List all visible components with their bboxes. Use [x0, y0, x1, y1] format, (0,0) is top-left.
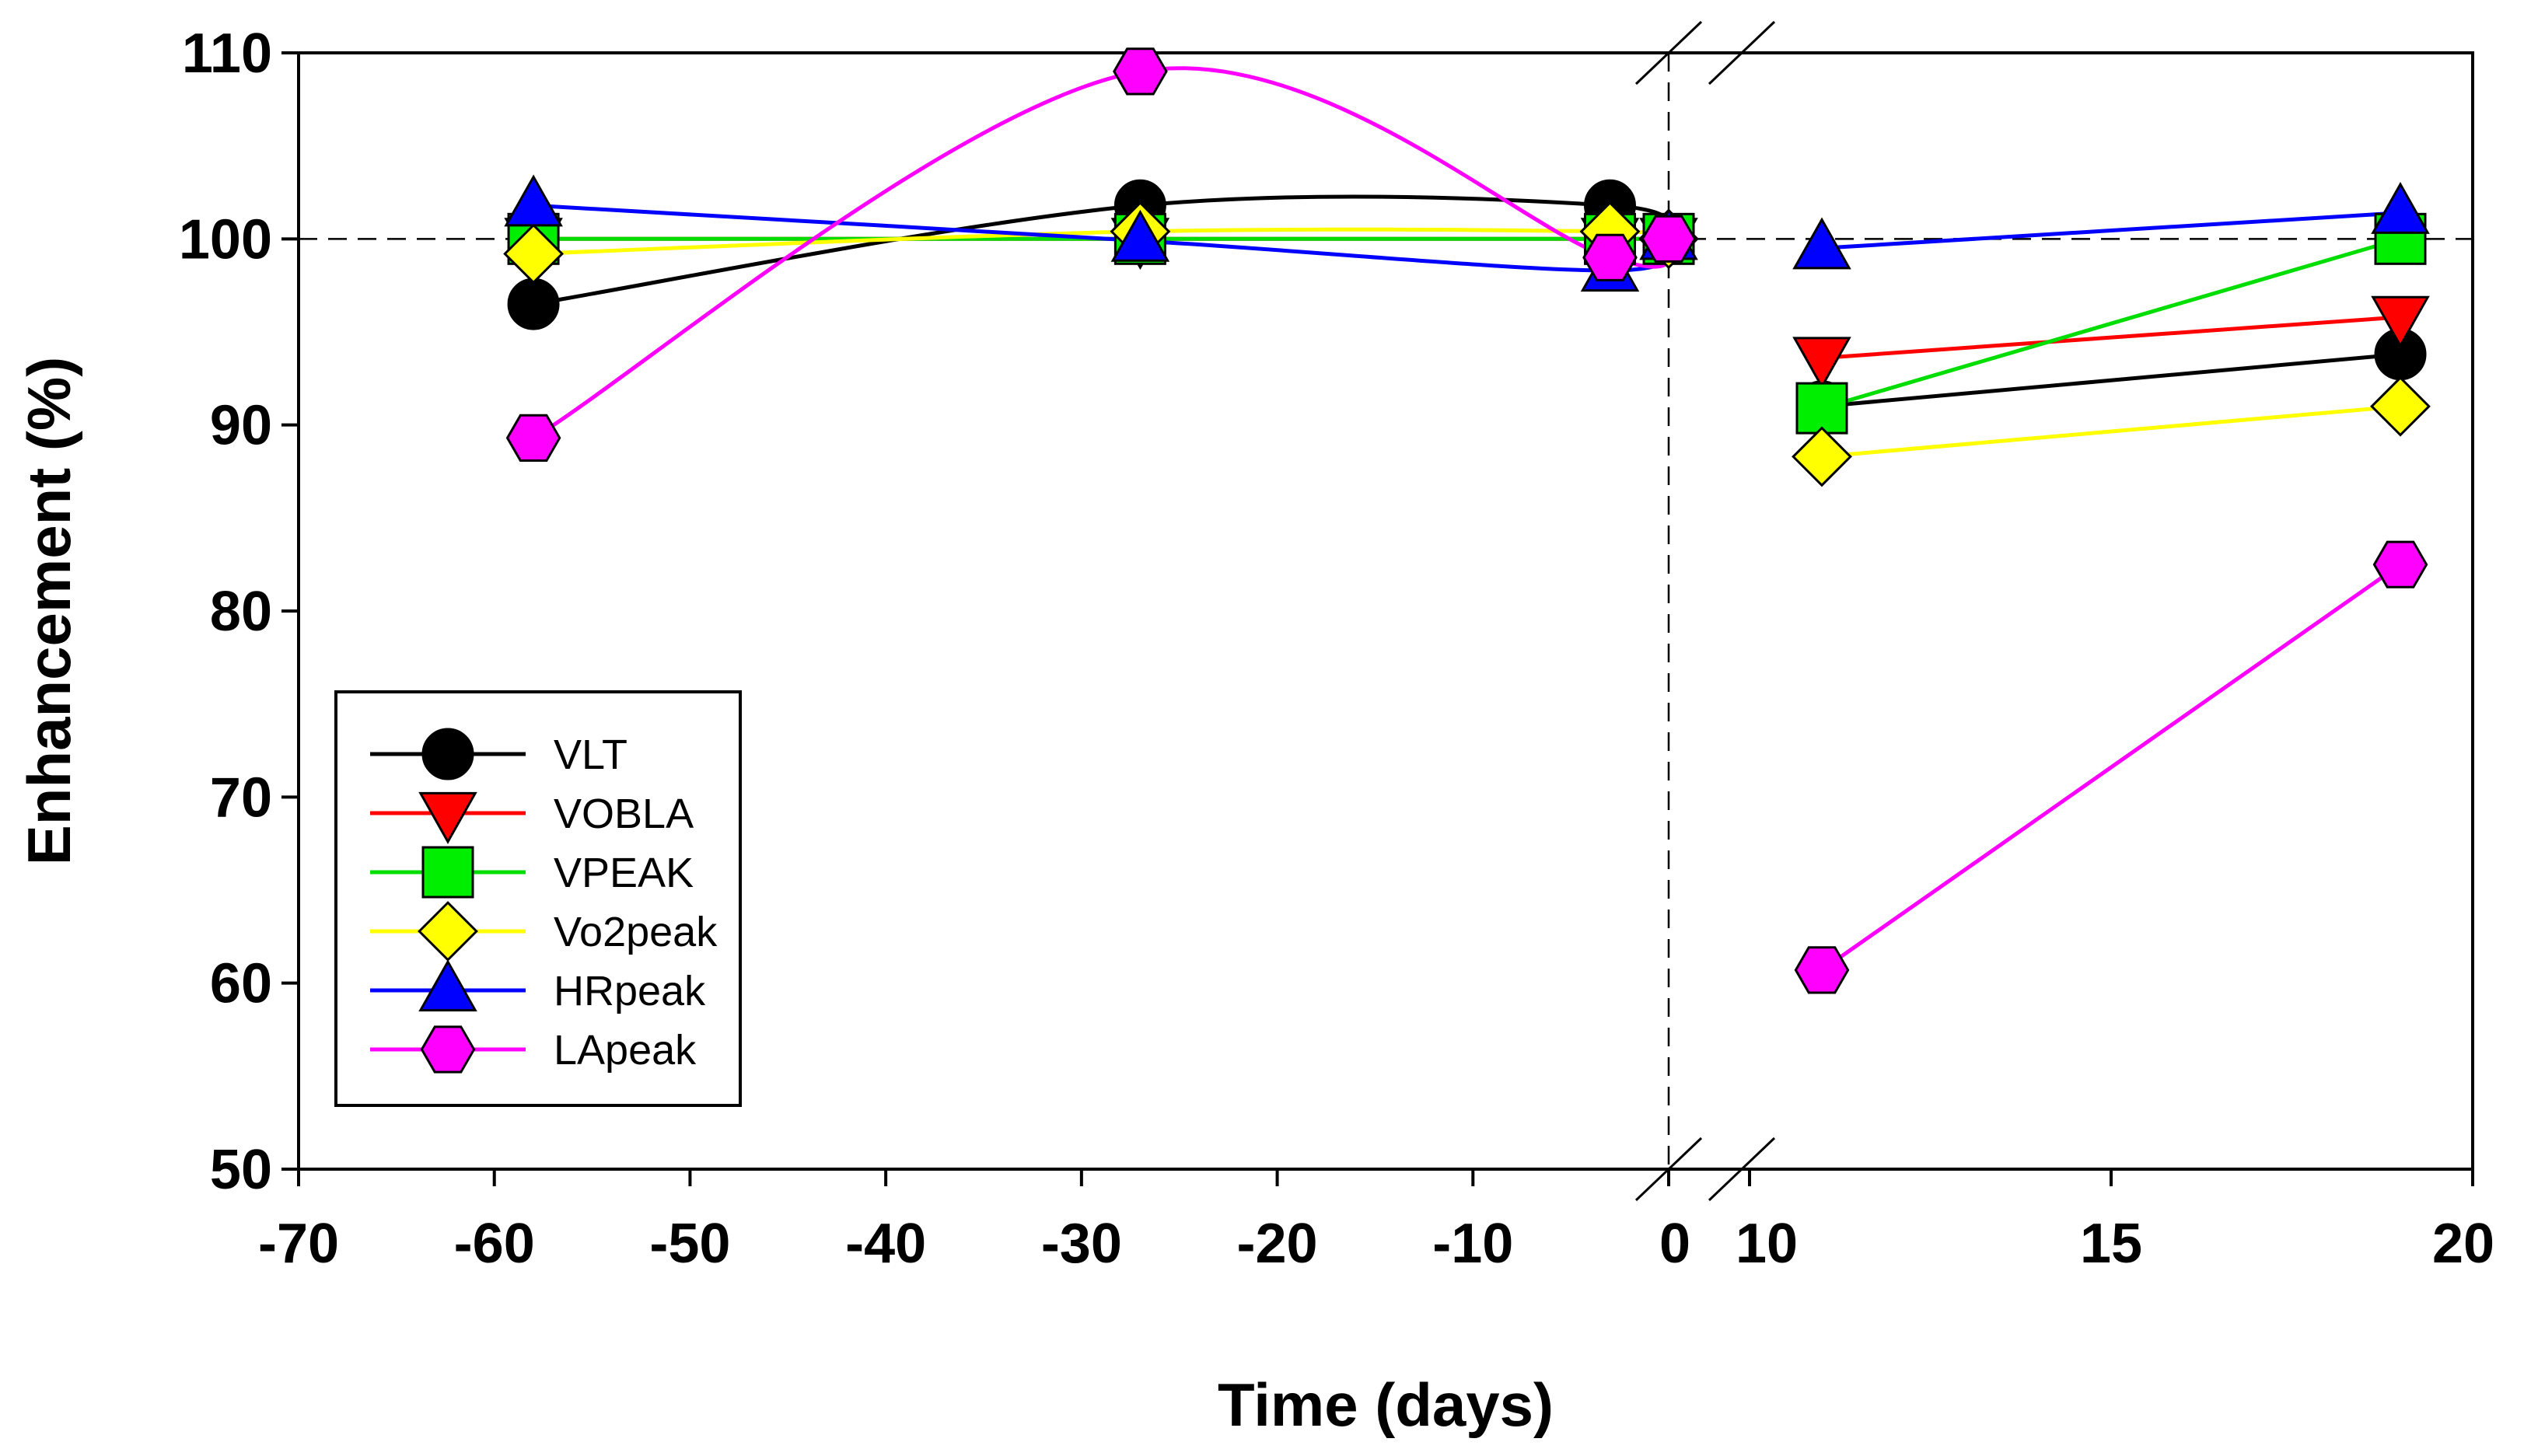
x-tick-label: -30 — [1041, 1213, 1122, 1275]
x-tick-label: -50 — [649, 1213, 730, 1275]
data-point-hrpeak — [2371, 181, 2430, 234]
series-line-vlt-pre — [533, 194, 1672, 306]
x-tick-label: 0 — [1659, 1213, 1690, 1275]
series-line-lapeak-post — [1820, 563, 2402, 972]
x-tick-label: -10 — [1432, 1213, 1513, 1275]
y-tick-label: 110 — [182, 23, 272, 85]
data-point-vo2peak — [1792, 426, 1852, 487]
y-axis-title: Enhancement (%) — [15, 357, 83, 865]
y-tick-label: 70 — [210, 766, 272, 829]
x-tick-label: 15 — [2080, 1213, 2142, 1275]
data-point-hrpeak — [1792, 217, 1851, 270]
series-line-lapeak-pre — [532, 66, 1672, 440]
x-tick-label: 10 — [1736, 1213, 1798, 1275]
data-point-vpeak — [1795, 382, 1848, 435]
data-point-hrpeak — [504, 174, 563, 227]
legend-marker-lapeak — [420, 1025, 476, 1074]
data-point-vo2peak — [2370, 375, 2431, 437]
data-point-lapeak — [1582, 233, 1638, 281]
axis-break-mark — [1708, 20, 1776, 86]
legend-box — [334, 690, 742, 1107]
y-tick-label: 60 — [210, 953, 272, 1015]
legend-marker-vlt — [421, 728, 474, 780]
series-line-vo2peak-pre — [533, 227, 1672, 256]
series-line-vlt-post — [1821, 352, 2401, 409]
x-tick-label: -40 — [845, 1213, 926, 1275]
legend-label-vpeak: VPEAK — [554, 850, 694, 896]
axis-break-mark — [1634, 1137, 1703, 1202]
series-line-hrpeak-post — [1821, 211, 2401, 250]
data-point-lapeak — [2372, 540, 2428, 588]
y-tick-label: 50 — [210, 1139, 272, 1201]
series-line-vobla-post — [1821, 315, 2401, 360]
data-point-lapeak — [1794, 946, 1850, 994]
legend-marker-vpeak — [421, 846, 474, 899]
legend-label-vo2peak: Vo2peak — [554, 909, 718, 955]
y-tick-label: 100 — [179, 208, 272, 271]
data-point-hrpeak — [1110, 209, 1170, 262]
data-point-lapeak — [1641, 215, 1697, 263]
data-point-vo2peak — [503, 223, 565, 285]
legend-marker-hrpeak — [418, 959, 477, 1012]
legend-label-hrpeak: HRpeak — [554, 968, 706, 1014]
legend-label-vobla: VOBLA — [554, 791, 694, 837]
legend: VLT VOBLA VPEAK Vo2peak HRpeak LApeak — [334, 690, 742, 1107]
series-line-vo2peak-post — [1821, 404, 2401, 459]
data-point-vobla — [2371, 295, 2430, 348]
x-axis-title: Time (days) — [1218, 1370, 1554, 1439]
x-tick-label: -60 — [454, 1213, 535, 1275]
axis-break-mark — [1708, 1137, 1776, 1202]
y-tick-label: 80 — [210, 581, 272, 643]
data-point-lapeak — [1113, 47, 1168, 96]
series-line-vpeak-post — [1821, 236, 2401, 410]
x-tick-label: -20 — [1237, 1213, 1318, 1275]
y-tick-label: 90 — [210, 395, 272, 457]
legend-label-vlt: VLT — [554, 731, 628, 778]
axis-break-mark — [1634, 20, 1703, 86]
x-tick-label: -70 — [258, 1213, 339, 1275]
data-point-vobla — [1792, 337, 1851, 389]
x-tick-label: 20 — [2432, 1213, 2494, 1275]
legend-label-lapeak: LApeak — [554, 1027, 697, 1074]
data-point-lapeak — [505, 414, 561, 462]
data-point-vlt — [507, 278, 560, 330]
legend-marker-vobla — [418, 791, 477, 844]
